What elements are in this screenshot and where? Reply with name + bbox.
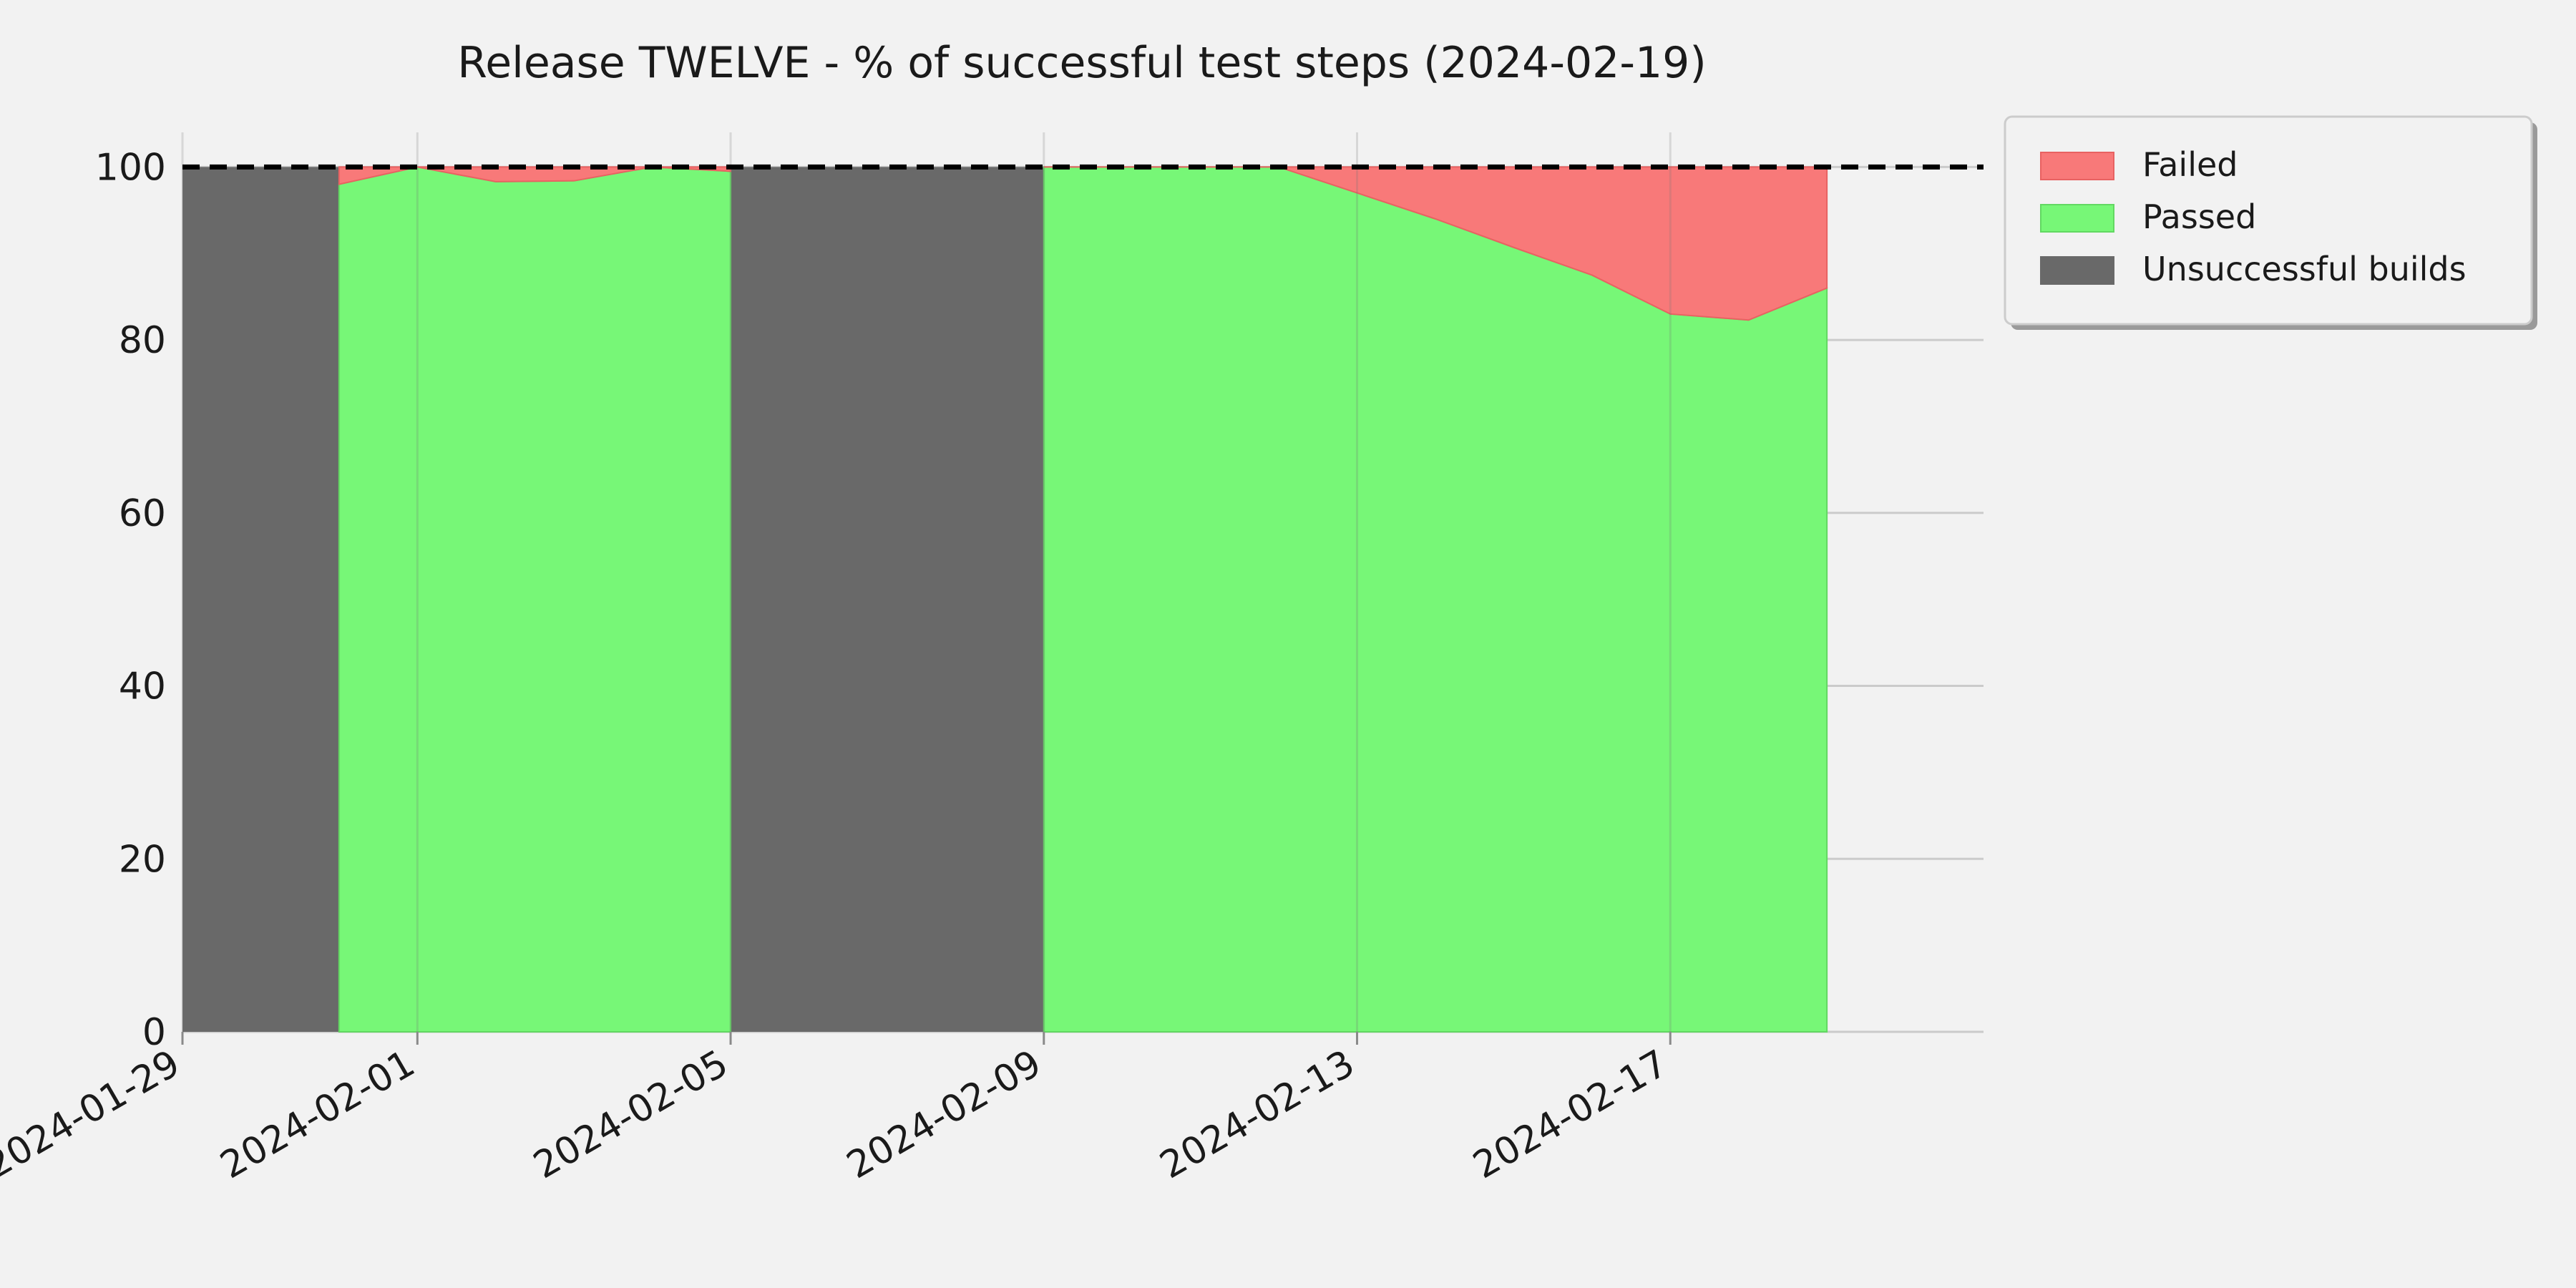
- y-axis: 0 20 40 60 80 100: [95, 146, 166, 1054]
- plot-areas: [182, 166, 1828, 1033]
- failed-area: [1043, 166, 1828, 321]
- y-tick-label: 60: [119, 492, 166, 535]
- vertical-gridlines: [181, 132, 1672, 1032]
- legend-box: [2004, 115, 2533, 326]
- legend-swatch: [2040, 152, 2114, 180]
- y-tick-label: 100: [95, 146, 166, 189]
- legend: Failed Passed Unsuccessful builds: [2004, 115, 2537, 330]
- y-tick-label: 20: [119, 838, 166, 881]
- legend-label: Passed: [2142, 197, 2256, 236]
- unsuccessful-builds-area: [731, 167, 1044, 1032]
- legend-swatch: [2040, 256, 2114, 285]
- y-tick-label: 40: [119, 665, 166, 708]
- chart-title: Release TWELVE - % of successful test st…: [457, 38, 1706, 88]
- unsuccessful-builds-area: [182, 167, 339, 1032]
- y-tick-label: 0: [142, 1011, 166, 1054]
- legend-label: Unsuccessful builds: [2142, 250, 2467, 288]
- y-tick-label: 80: [119, 319, 166, 362]
- legend-label: Failed: [2142, 145, 2238, 184]
- legend-swatch: [2040, 204, 2114, 233]
- passed-area: [338, 166, 732, 1033]
